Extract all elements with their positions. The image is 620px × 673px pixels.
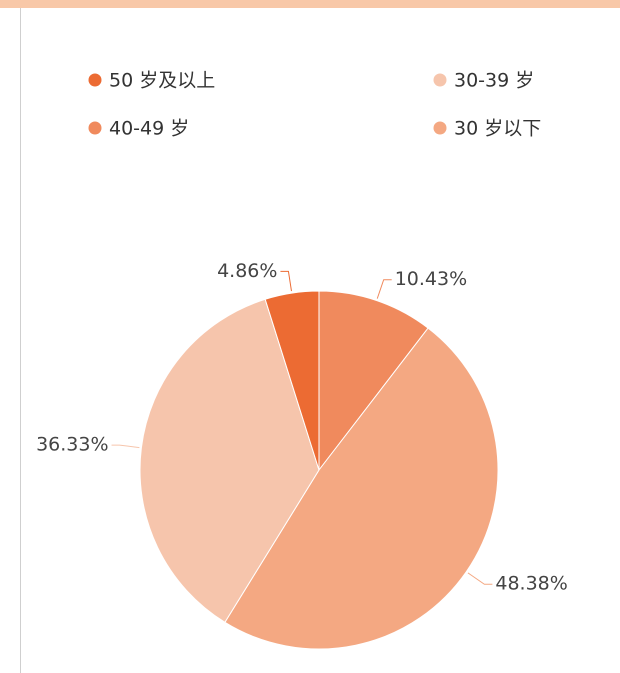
leader-line bbox=[111, 444, 140, 449]
top-band bbox=[0, 0, 620, 8]
legend-label: 50 岁及以上 bbox=[109, 70, 215, 92]
leader-line bbox=[376, 279, 392, 299]
pie-slice bbox=[224, 327, 499, 650]
legend-label: 30 岁以下 bbox=[454, 118, 541, 140]
pie-slice bbox=[139, 298, 320, 623]
value-label: 4.86% bbox=[217, 260, 277, 282]
leader-line bbox=[467, 572, 493, 585]
legend-marker bbox=[88, 121, 102, 135]
legend-marker bbox=[88, 73, 102, 87]
legend-marker bbox=[433, 73, 447, 87]
legend-marker bbox=[433, 121, 447, 135]
legend-label: 30-39 岁 bbox=[454, 70, 534, 92]
value-label: 36.33% bbox=[36, 434, 108, 456]
pie-slice bbox=[318, 290, 429, 472]
value-label: 48.38% bbox=[495, 573, 567, 595]
leader-line bbox=[280, 270, 292, 292]
value-label: 10.43% bbox=[395, 268, 467, 290]
pie-slice bbox=[264, 290, 320, 471]
legend-label: 40-49 岁 bbox=[109, 118, 189, 140]
